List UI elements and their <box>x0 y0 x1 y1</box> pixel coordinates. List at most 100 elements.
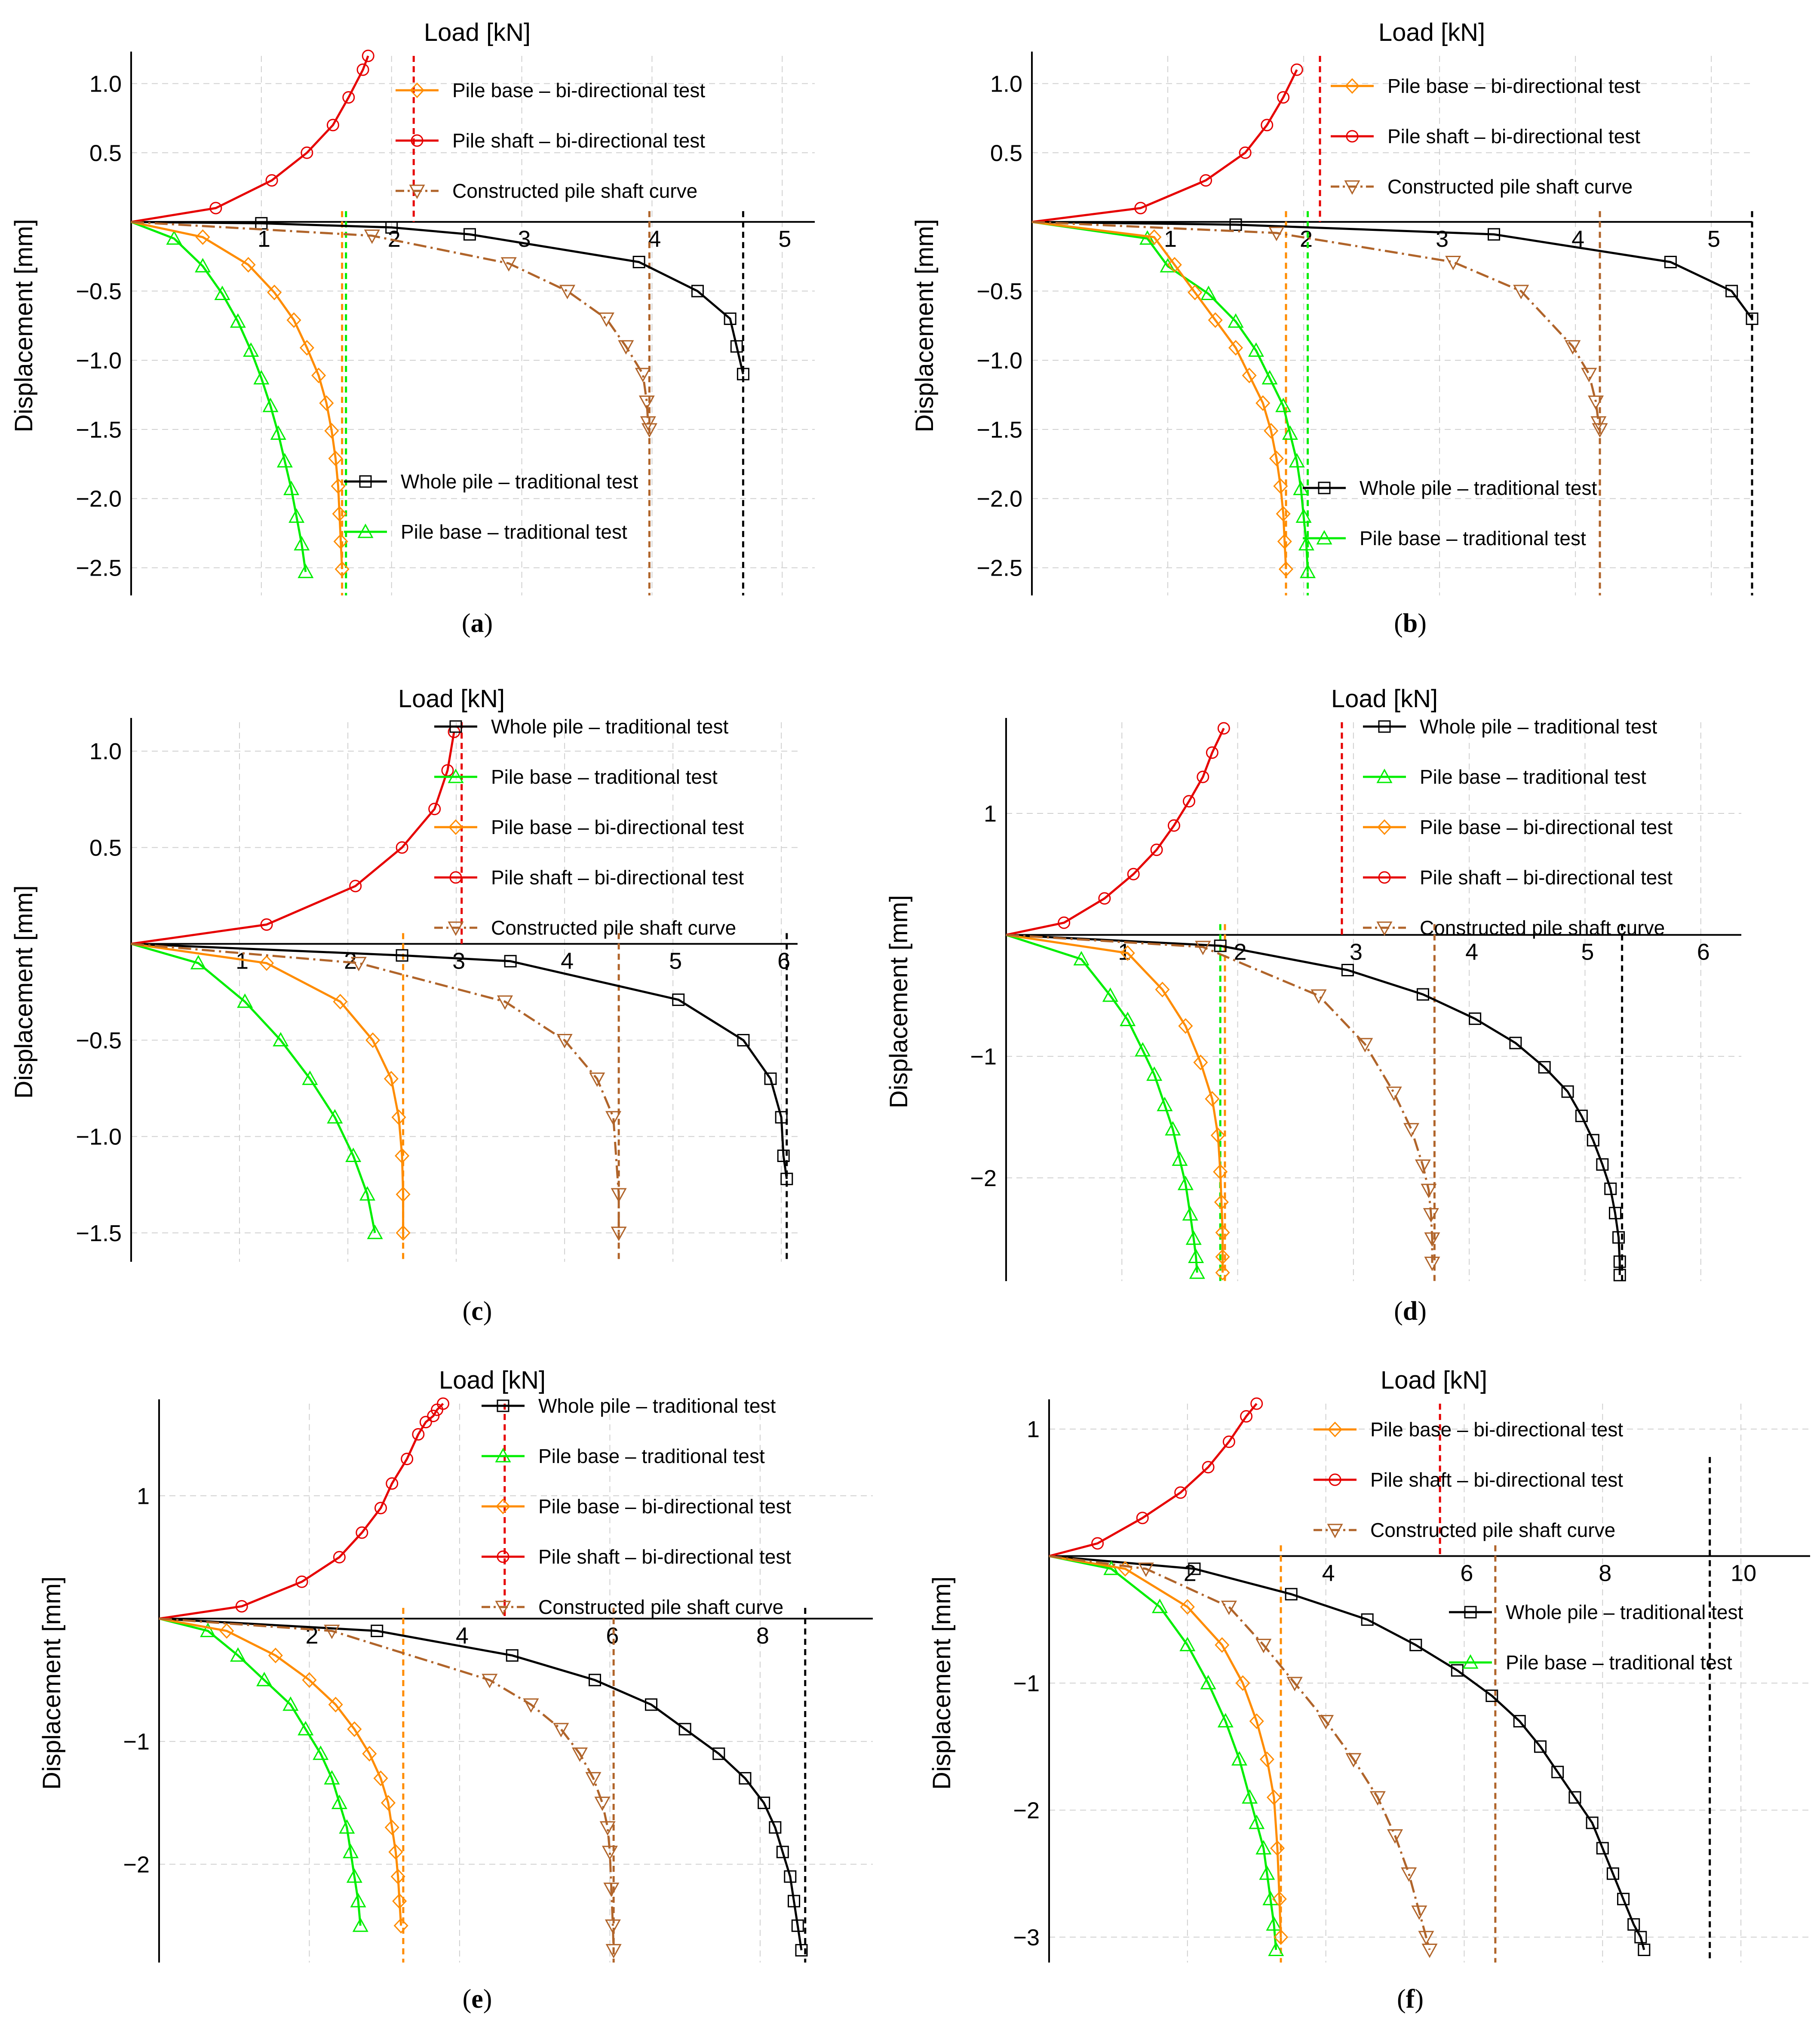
legend-marker-shaft_bi <box>411 134 424 147</box>
legend-marker-whole <box>359 475 372 488</box>
data-point-base_bi <box>347 1721 362 1737</box>
legend-label-constructed: Constructed pile shaft curve <box>1420 917 1665 939</box>
data-point-base_trad <box>1185 1230 1202 1245</box>
legend-label-base_bi: Pile base – bi-directional test <box>491 816 744 838</box>
data-point-whole <box>1664 255 1677 268</box>
data-point-base_trad <box>359 1186 375 1201</box>
data-point-base_trad <box>324 1770 340 1785</box>
legend-label-shaft_bi: Pile shaft – bi-directional test <box>538 1546 791 1568</box>
data-point-whole <box>780 1172 793 1185</box>
y-tick-label: −2 <box>970 1165 997 1191</box>
data-point-base_bi <box>267 285 282 301</box>
panel-caption: (c) <box>463 1297 492 1326</box>
data-point-base_bi <box>396 1186 411 1202</box>
data-point-whole <box>1575 1110 1588 1122</box>
series-line-base_bi <box>131 221 344 570</box>
caption-close: ) <box>483 1297 492 1326</box>
data-point-shaft_bi <box>1174 1486 1187 1499</box>
y-tick-label: −0.5 <box>76 1028 122 1054</box>
x-tick-label: 4 <box>1322 1561 1335 1586</box>
legend-marker-base_trad <box>495 1448 511 1463</box>
data-point-base_trad <box>1160 258 1176 273</box>
data-point-base_bi <box>1270 1840 1285 1856</box>
data-point-shaft_bi <box>1277 91 1290 104</box>
data-point-base_trad <box>1200 285 1217 300</box>
data-point-whole <box>1617 1892 1630 1905</box>
series-line-base_bi <box>1006 934 1224 1273</box>
data-point-shaft_bi <box>301 146 313 159</box>
legend-marker-whole <box>449 720 462 733</box>
data-point-whole <box>396 949 408 962</box>
legend-label-base_trad: Pile base – traditional test <box>538 1445 765 1467</box>
data-point-constructed <box>1311 989 1327 1004</box>
data-point-whole <box>712 1747 725 1760</box>
data-point-base_trad <box>1172 1151 1188 1166</box>
data-point-whole <box>1451 1664 1464 1677</box>
x-tick-label: 2 <box>388 226 401 252</box>
data-point-base_trad <box>346 1868 362 1883</box>
data-point-whole <box>1341 964 1354 977</box>
caption-letter: d <box>1403 1297 1418 1326</box>
legend-marker-constructed <box>1376 921 1393 936</box>
y-tick-label: −0.5 <box>976 279 1022 304</box>
data-point-constructed <box>1401 1867 1417 1882</box>
data-point-whole <box>1561 1085 1574 1098</box>
data-point-base_bi <box>1188 285 1203 301</box>
data-point-base_bi <box>1276 506 1291 522</box>
data-point-shaft_bi <box>412 1428 425 1441</box>
data-point-constructed <box>641 423 657 438</box>
legend-label-shaft_bi: Pile shaft – bi-directional test <box>491 866 744 889</box>
data-point-constructed <box>482 1674 498 1688</box>
series-line-shaft_bi <box>1006 728 1225 936</box>
data-point-constructed <box>1565 340 1581 355</box>
data-point-constructed <box>1268 227 1285 242</box>
legend: Whole pile – traditional test Pile base –… <box>434 715 744 939</box>
y-axis-label: Displacement [mm] <box>928 1576 956 1790</box>
legend-marker-shaft_bi <box>497 1550 509 1563</box>
legend-marker-constructed <box>409 184 425 199</box>
data-point-shaft_bi <box>428 803 441 816</box>
caption-open: ( <box>1394 609 1403 638</box>
data-point-whole <box>1725 285 1738 297</box>
data-point-base_bi <box>1214 1194 1229 1210</box>
data-point-base_bi <box>1180 1599 1195 1615</box>
y-tick-label: −2.5 <box>76 555 122 581</box>
data-point-base_trad <box>294 536 310 551</box>
data-point-base_trad <box>1261 370 1278 385</box>
data-point-shaft_bi <box>356 63 369 76</box>
data-point-base_trad <box>1165 1121 1181 1136</box>
data-point-constructed <box>1590 416 1607 431</box>
data-point-base_bi <box>1273 1929 1289 1945</box>
data-point-base_trad <box>298 564 314 578</box>
data-point-base_bi <box>1120 945 1135 961</box>
legend: Pile base – bi-directional test Pile shaf… <box>1314 1418 1623 1541</box>
data-point-constructed <box>1588 395 1604 410</box>
data-point-shaft_bi <box>1250 1397 1263 1410</box>
data-point-shaft_bi <box>1182 795 1195 808</box>
data-point-constructed <box>1421 1184 1437 1199</box>
x-tick-label: 3 <box>1350 939 1363 965</box>
data-point-base_bi <box>381 1795 396 1811</box>
y-tick-label: 1 <box>1027 1417 1040 1442</box>
panel-caption: (e) <box>463 1984 492 2014</box>
data-point-shaft_bi <box>1098 892 1111 905</box>
series-line-base_trad <box>131 942 376 1233</box>
data-point-base_trad <box>262 398 279 412</box>
legend-marker-shaft_bi <box>1346 130 1359 143</box>
data-point-shaft_bi <box>209 202 222 215</box>
legend-marker-shaft_bi <box>1329 1473 1341 1486</box>
data-point-base_trad <box>1179 1637 1196 1651</box>
data-point-whole <box>1214 939 1227 952</box>
data-point-whole <box>724 312 737 325</box>
y-axis-label: Displacement [mm] <box>911 219 939 432</box>
data-point-base_bi <box>1215 1249 1230 1265</box>
y-tick-label: −1.5 <box>76 1221 122 1246</box>
data-point-whole <box>788 1895 801 1908</box>
data-point-shaft_bi <box>1217 722 1230 735</box>
data-point-constructed <box>1592 423 1608 438</box>
y-tick-label: −2 <box>123 1852 150 1877</box>
data-point-base_trad <box>1073 951 1090 966</box>
y-tick-label: 0.5 <box>990 140 1022 166</box>
data-point-base_bi <box>319 395 334 411</box>
